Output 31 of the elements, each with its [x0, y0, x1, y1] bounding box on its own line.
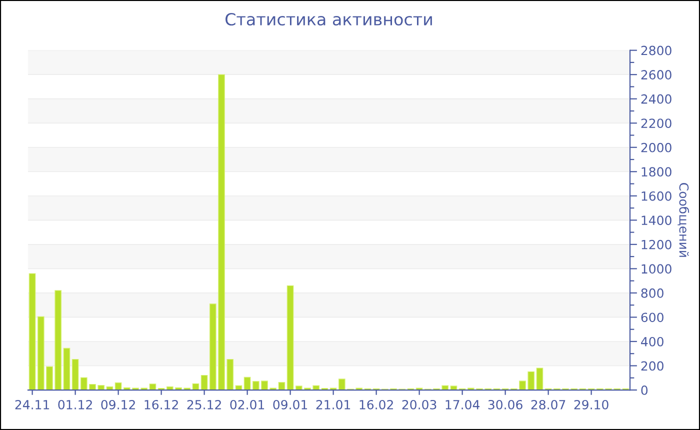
y-tick-label: 600: [641, 312, 664, 322]
x-tick-label: 28.07: [531, 400, 566, 410]
x-tick-label: 01.12: [58, 400, 92, 410]
y-tick-label: 800: [641, 288, 664, 298]
x-tick-label: 16.02: [360, 400, 393, 410]
x-tick-label: 20.03: [402, 400, 436, 410]
x-tick-label: 21.01: [316, 400, 350, 410]
y-tick-label: 200: [641, 361, 664, 371]
x-tick-label: 17.04: [446, 400, 480, 410]
x-tick-label: 25.12: [187, 400, 221, 410]
y-tick-label: 0: [641, 385, 648, 395]
x-tick-label: 02.01: [230, 400, 264, 410]
y-tick-label: 2600: [641, 70, 672, 80]
y-tick-label: 2800: [641, 46, 672, 56]
y-tick-label: 2400: [641, 94, 672, 104]
y-tick-label: 1400: [642, 216, 672, 226]
y-tick-label: 2000: [641, 142, 672, 152]
x-tick-label: 30.06: [488, 400, 522, 410]
y-tick-label: 1200: [642, 240, 672, 250]
y-tick-label: 1600: [642, 191, 672, 201]
x-tick-label: 09.01: [273, 400, 308, 410]
chart-title: Статистика активности: [226, 12, 432, 26]
y-tick-label: 1000: [642, 264, 672, 274]
y-tick-label: 1800: [642, 167, 672, 177]
x-tick-label: 24.11: [15, 400, 50, 410]
y-tick-label: 400: [641, 336, 664, 346]
y-axis-title: Сообщений: [678, 183, 690, 257]
y-tick-label: 2200: [641, 118, 672, 128]
x-tick-label: 16.12: [144, 400, 178, 410]
x-tick-label: 29.10: [574, 400, 608, 410]
x-tick-label: 09.12: [101, 400, 135, 410]
